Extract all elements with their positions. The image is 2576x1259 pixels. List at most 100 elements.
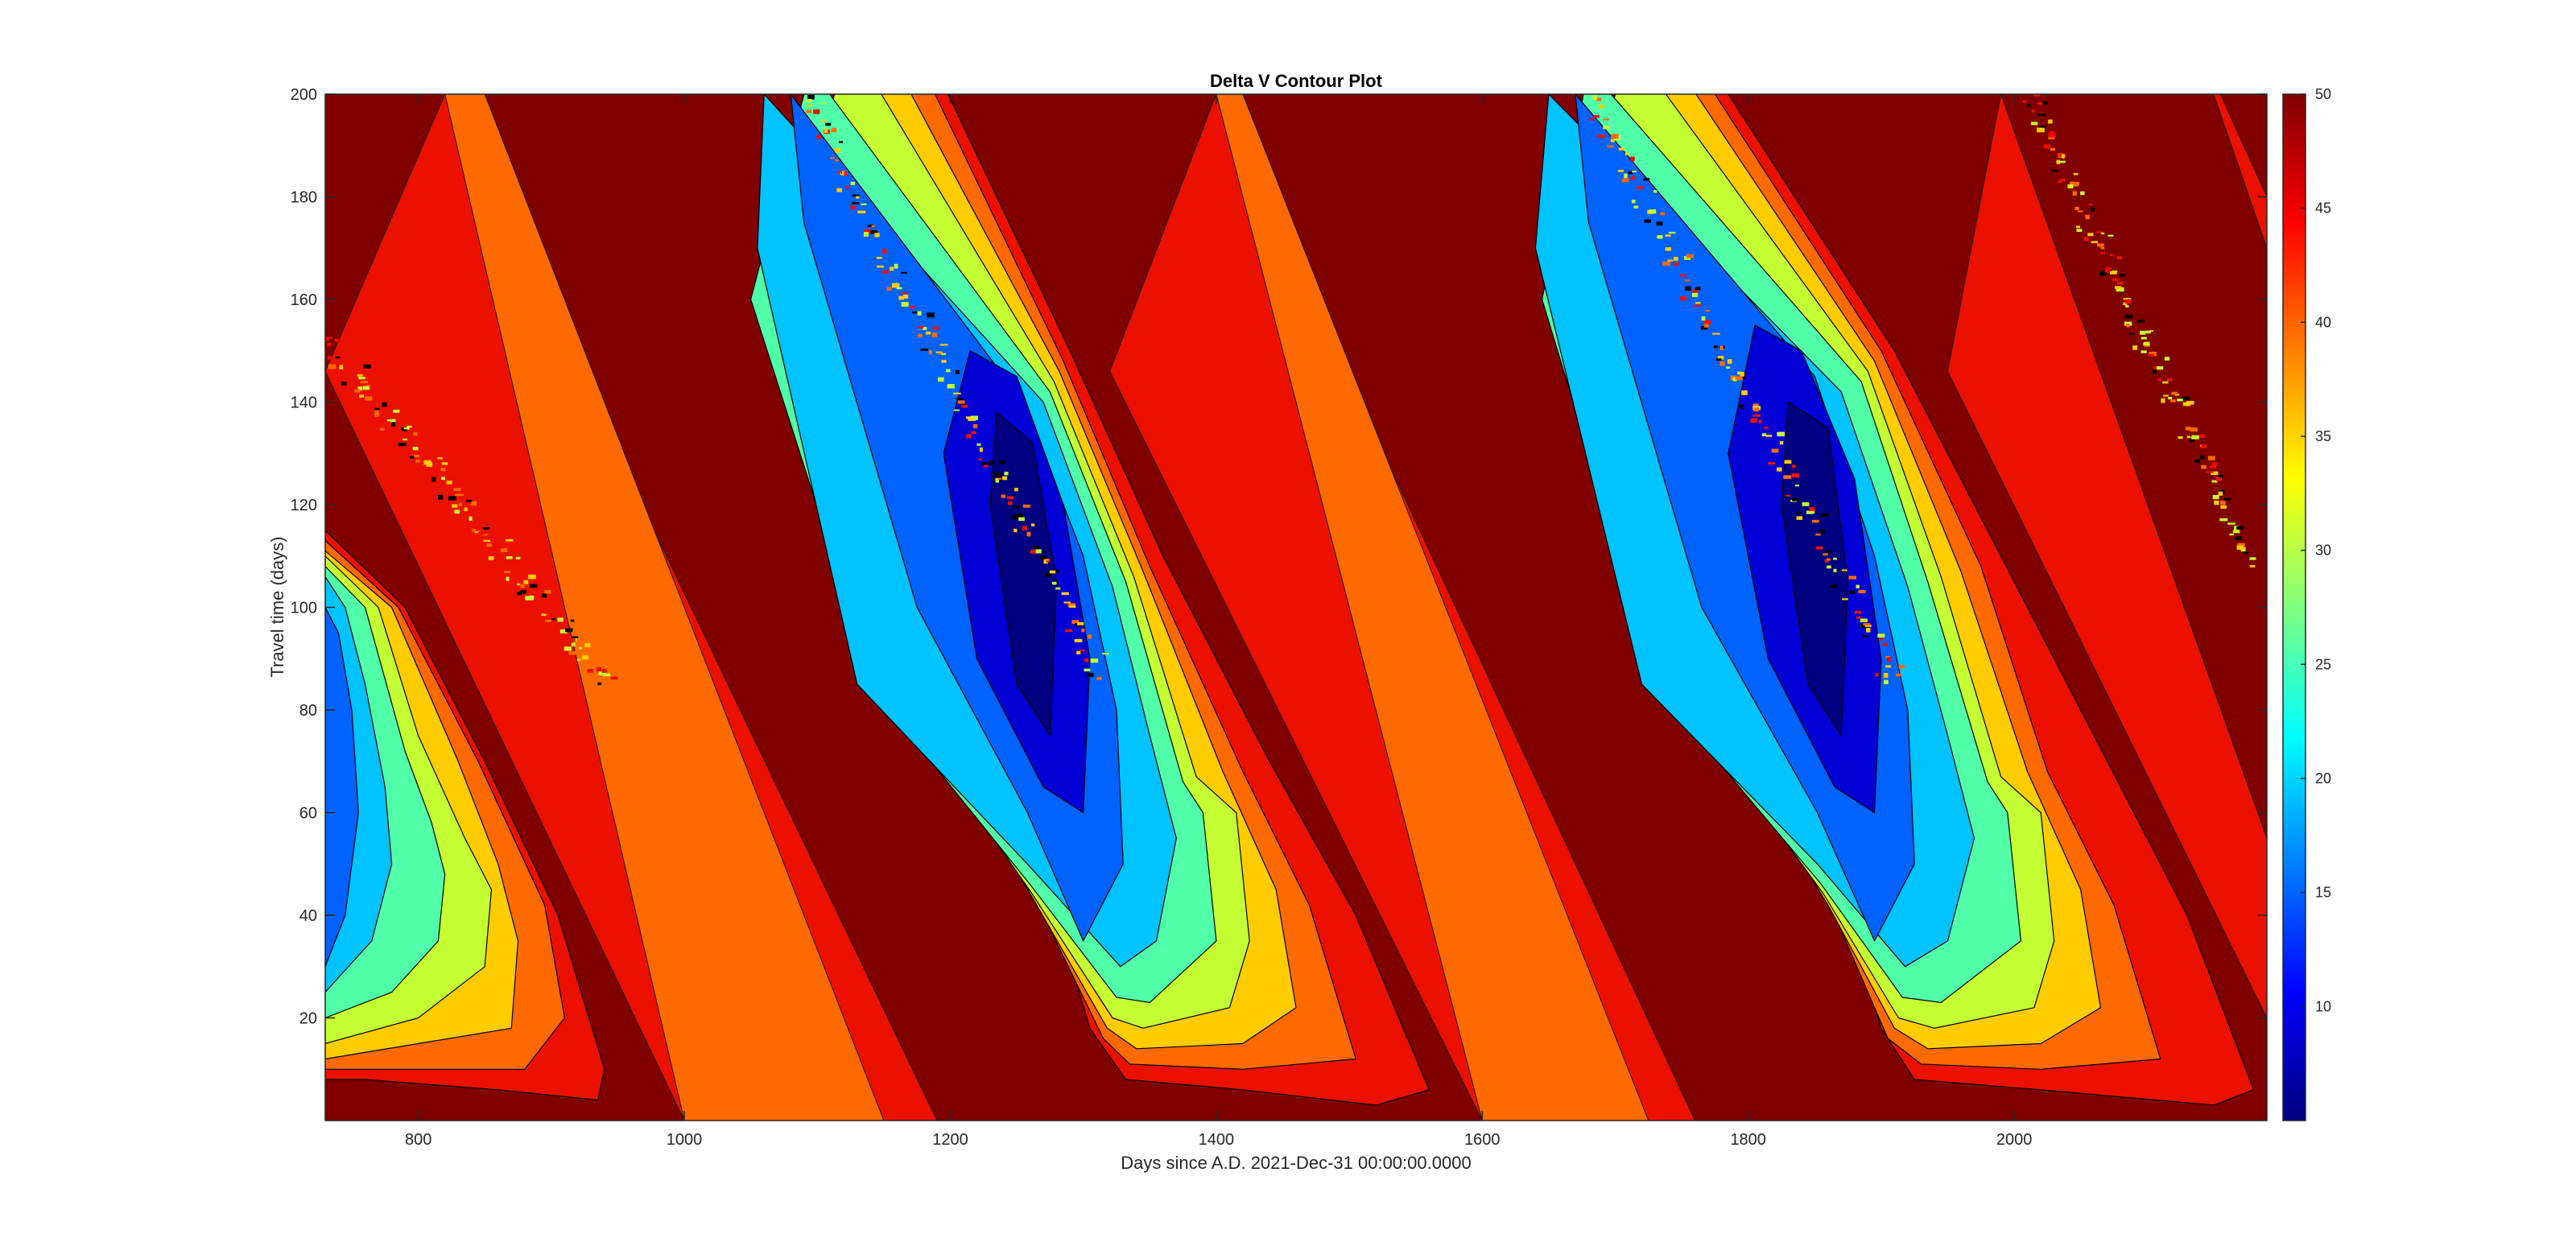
speckle-mark — [2202, 444, 2207, 448]
speckle-mark — [1643, 178, 1650, 181]
speckle-mark — [2049, 130, 2055, 134]
speckle-mark — [414, 455, 420, 458]
speckle-mark — [458, 493, 464, 496]
speckle-mark — [1700, 325, 1708, 330]
speckle-mark — [1883, 673, 1889, 678]
speckle-mark — [1665, 247, 1672, 251]
speckle-mark — [1610, 138, 1615, 142]
speckle-mark — [2085, 214, 2090, 220]
speckle-mark — [881, 270, 890, 274]
speckle-mark — [834, 147, 840, 153]
y-tick-label: 100 — [291, 600, 317, 617]
speckle-mark — [968, 418, 976, 421]
speckle-mark — [2157, 378, 2162, 382]
x-tick-label: 1000 — [667, 1131, 703, 1149]
speckle-mark — [453, 488, 461, 491]
speckle-mark — [568, 650, 576, 655]
speckle-mark — [2170, 399, 2176, 402]
colorbar-tick-label: 45 — [2315, 200, 2331, 217]
speckle-mark — [1692, 289, 1699, 294]
speckle-mark — [479, 522, 485, 526]
speckle-mark — [1680, 296, 1687, 301]
speckle-mark — [559, 629, 568, 634]
speckle-mark — [1761, 433, 1766, 436]
speckle-mark — [882, 249, 887, 254]
speckle-mark — [836, 188, 843, 192]
speckle-mark — [1018, 517, 1025, 521]
speckle-mark — [2237, 543, 2245, 547]
speckle-mark — [334, 338, 339, 342]
speckle-mark — [830, 157, 835, 159]
speckle-mark — [1002, 476, 1008, 481]
x-tick-label: 2000 — [1996, 1131, 2033, 1149]
speckle-mark — [1006, 496, 1014, 500]
speckle-mark — [1668, 232, 1676, 234]
speckle-mark — [1882, 642, 1889, 646]
speckle-mark — [1672, 262, 1680, 266]
speckle-mark — [1633, 205, 1639, 208]
speckle-mark — [909, 305, 915, 309]
speckle-mark — [1887, 657, 1891, 662]
speckle-mark — [926, 331, 931, 335]
speckle-mark — [418, 452, 426, 454]
contour-band-1 — [444, 94, 885, 1121]
speckle-mark — [1765, 435, 1773, 437]
speckle-mark — [582, 654, 589, 660]
speckle-mark — [2105, 266, 2112, 270]
speckle-mark — [505, 539, 514, 542]
speckle-mark — [1630, 175, 1637, 180]
speckle-mark — [448, 496, 456, 501]
speckle-mark — [1592, 95, 1597, 101]
speckle-mark — [523, 580, 529, 584]
contour-fill-layer — [325, 94, 2267, 1121]
speckle-mark — [1849, 590, 1856, 595]
speckle-mark — [1076, 650, 1081, 654]
speckle-mark — [1013, 506, 1019, 509]
speckle-mark — [580, 640, 584, 645]
speckle-mark — [1714, 345, 1718, 349]
speckle-mark — [363, 364, 371, 369]
speckle-mark — [1740, 372, 1744, 377]
speckle-mark — [2124, 314, 2133, 319]
speckle-mark — [2143, 342, 2149, 346]
speckle-mark — [920, 348, 928, 351]
speckle-mark — [1712, 332, 1720, 335]
speckle-mark — [970, 415, 978, 420]
speckle-mark — [1842, 598, 1848, 601]
y-tick-label: 160 — [291, 291, 317, 309]
speckle-mark — [587, 669, 593, 673]
x-axis: 800 1000 1200 1400 1600 1800 2000 — [405, 94, 2032, 1149]
speckle-mark — [360, 381, 369, 384]
speckle-mark — [520, 589, 527, 594]
speckle-mark — [2215, 477, 2222, 481]
speckle-mark — [1624, 173, 1628, 179]
speckle-mark — [1008, 501, 1013, 506]
speckle-mark — [398, 442, 407, 447]
speckle-mark — [1695, 287, 1701, 291]
speckle-mark — [1750, 418, 1757, 423]
speckle-mark — [1597, 134, 1606, 138]
colorbar-scale — [2282, 93, 2306, 1121]
y-tick-label: 200 — [291, 86, 317, 104]
speckle-mark — [2037, 102, 2043, 105]
speckle-mark — [486, 543, 492, 547]
speckle-mark — [1833, 557, 1837, 560]
speckle-mark — [362, 386, 369, 390]
speckle-mark — [2074, 206, 2079, 210]
speckle-mark — [357, 386, 363, 391]
speckle-mark — [372, 389, 380, 393]
speckle-mark — [2140, 350, 2147, 353]
speckle-mark — [961, 404, 968, 408]
speckle-mark — [470, 501, 477, 506]
speckle-mark — [571, 642, 576, 646]
speckle-mark — [2117, 256, 2123, 260]
speckle-mark — [1637, 185, 1643, 189]
speckle-mark — [520, 584, 525, 588]
speckle-mark — [1824, 559, 1829, 563]
speckle-mark — [2177, 398, 2183, 402]
speckle-mark — [2190, 438, 2195, 442]
x-tick-label: 1600 — [1464, 1131, 1501, 1149]
speckle-mark — [506, 576, 510, 581]
speckle-mark — [2088, 203, 2093, 205]
speckle-mark — [1603, 126, 1610, 130]
